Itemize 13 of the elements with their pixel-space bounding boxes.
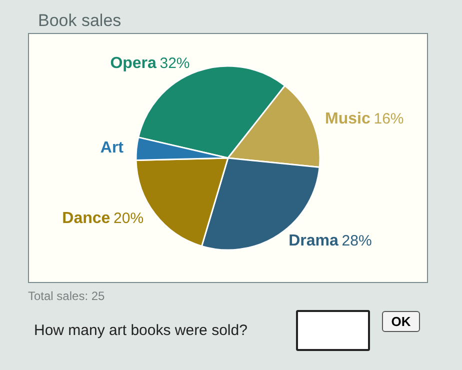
slice-label: Dance [62, 210, 110, 228]
text: OK [382, 311, 420, 332]
slice-label: Opera [110, 55, 157, 72]
data-label: 32% [160, 55, 190, 72]
data-label: 20% [114, 210, 144, 228]
slice-label: Art [100, 139, 124, 156]
text: Total sales: 25 [28, 289, 105, 303]
data-label: 28% [342, 232, 372, 250]
text: How many art books were sold? [34, 322, 248, 339]
data-label: 16% [374, 110, 404, 128]
slice-label: Drama [288, 232, 339, 250]
slice-label: Music [325, 110, 370, 128]
chart-title: Book sales [38, 11, 122, 30]
